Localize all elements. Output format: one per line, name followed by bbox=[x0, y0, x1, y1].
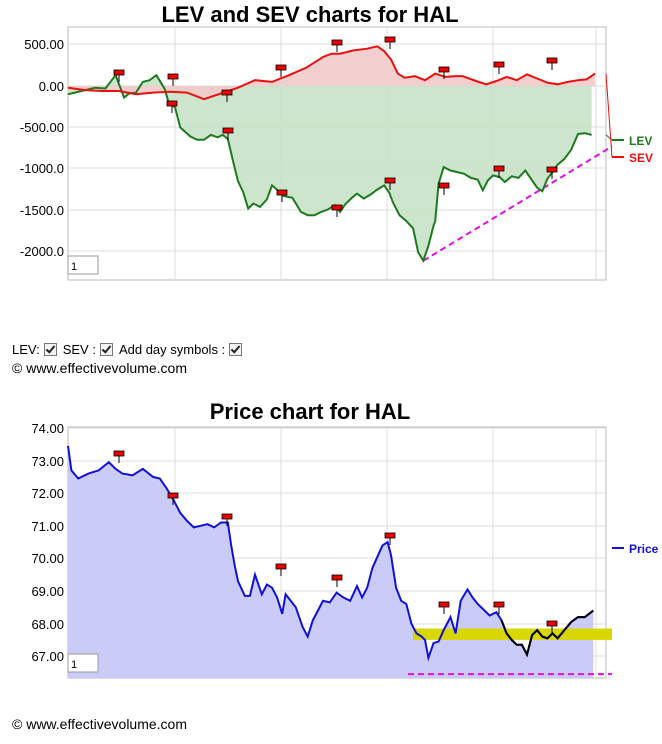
price-fill-area bbox=[68, 445, 594, 678]
day-marker[interactable] bbox=[546, 620, 558, 627]
day-marker[interactable] bbox=[331, 204, 343, 211]
day-marker[interactable] bbox=[167, 73, 179, 80]
y-tick-label: 500.00 bbox=[24, 37, 64, 52]
price-series-band-segment bbox=[500, 609, 594, 658]
day-marker[interactable] bbox=[331, 39, 343, 46]
lev-toggle-label: LEV: bbox=[12, 342, 40, 357]
sev-legend-connector bbox=[605, 73, 613, 158]
chart2-title: Price chart for HAL bbox=[210, 399, 411, 424]
sev-toggle-label: SEV : bbox=[62, 342, 96, 357]
day-marker[interactable] bbox=[493, 61, 505, 68]
day-marker[interactable] bbox=[384, 532, 396, 539]
day-symbols-label: Add day symbols : bbox=[118, 342, 226, 357]
chart1-title: LEV and SEV charts for HAL bbox=[161, 2, 458, 27]
day-marker[interactable] bbox=[331, 574, 343, 581]
y-tick-label: 71.00 bbox=[31, 519, 64, 534]
chart2-y-axis: 74.00 73.00 72.00 71.00 70.00 69.00 68.00 67.00 bbox=[31, 421, 64, 664]
sev-checkbox[interactable] bbox=[99, 343, 113, 356]
chart2-range-box[interactable] bbox=[67, 653, 99, 673]
chart1-y-axis: 500.00 0.00 -500.00 -1000.0 -1500.0 -2000.0 bbox=[20, 37, 64, 259]
chart2-range-value: 1 bbox=[71, 659, 77, 671]
day-marker[interactable] bbox=[438, 182, 450, 189]
y-tick-label: 72.00 bbox=[31, 486, 64, 501]
day-marker[interactable] bbox=[221, 89, 233, 96]
day-marker[interactable] bbox=[113, 69, 125, 76]
series-controls: LEV: SEV : Add day symbols : bbox=[12, 342, 245, 357]
day-marker[interactable] bbox=[167, 492, 179, 499]
chart2-plot: 74.00 73.00 72.00 71.00 70.00 69.00 68.00 67.00… bbox=[31, 421, 612, 679]
chart1-range-value: 1 bbox=[71, 261, 77, 273]
lev-series-line[interactable] bbox=[67, 73, 592, 264]
sev-series-line[interactable] bbox=[67, 45, 596, 101]
y-tick-label: -1500.0 bbox=[20, 203, 64, 218]
chart1-legend: LEV SEV bbox=[605, 73, 653, 165]
day-marker[interactable] bbox=[546, 166, 558, 173]
day-marker[interactable] bbox=[275, 64, 287, 71]
lev-fill-area bbox=[68, 75, 592, 261]
chart2-legend: Price bbox=[612, 542, 659, 556]
y-tick-label: 67.00 bbox=[31, 649, 64, 664]
y-tick-label: 70.00 bbox=[31, 551, 64, 566]
y-tick-label: 74.00 bbox=[31, 421, 64, 436]
day-marker[interactable] bbox=[113, 450, 125, 457]
sev-legend-label: SEV bbox=[629, 151, 653, 165]
price-range-band bbox=[413, 628, 612, 640]
day-marker[interactable] bbox=[493, 601, 505, 608]
chart1-range-box[interactable] bbox=[67, 255, 99, 275]
chart1-day-markers bbox=[113, 36, 558, 217]
day-marker[interactable] bbox=[438, 66, 450, 73]
y-tick-label: 68.00 bbox=[31, 617, 64, 632]
y-tick-label: 69.00 bbox=[31, 584, 64, 599]
day-marker[interactable] bbox=[493, 165, 505, 172]
copyright-notice-bottom: © www.effectivevolume.com bbox=[12, 716, 188, 732]
day-marker[interactable] bbox=[384, 177, 396, 184]
day-marker[interactable] bbox=[276, 189, 288, 196]
day-marker[interactable] bbox=[166, 100, 178, 107]
y-tick-label: -1000.0 bbox=[20, 161, 64, 176]
day-marker[interactable] bbox=[384, 36, 396, 43]
lev-trendline bbox=[422, 145, 613, 262]
chart2-day-markers bbox=[113, 450, 558, 633]
y-tick-label: 0.00 bbox=[39, 79, 64, 94]
y-tick-label: 73.00 bbox=[31, 454, 64, 469]
day-marker[interactable] bbox=[275, 563, 287, 570]
day-symbols-checkbox[interactable] bbox=[229, 343, 243, 356]
lev-legend-label: LEV bbox=[629, 134, 652, 148]
lev-checkbox[interactable] bbox=[43, 343, 57, 356]
sev-fill-area bbox=[68, 46, 595, 100]
copyright-notice: © www.effectivevolume.com bbox=[12, 360, 188, 376]
day-marker[interactable] bbox=[438, 601, 450, 608]
day-marker[interactable] bbox=[546, 57, 558, 64]
price-legend-label: Price bbox=[629, 542, 659, 556]
y-tick-label: -2000.0 bbox=[20, 244, 64, 259]
chart1-plot: 500.00 0.00 -500.00 -1000.0 -1500.0 -2000.0 1 bbox=[20, 26, 613, 281]
day-marker[interactable] bbox=[222, 127, 234, 134]
day-marker[interactable] bbox=[221, 513, 233, 520]
y-tick-label: -500.00 bbox=[20, 120, 64, 135]
